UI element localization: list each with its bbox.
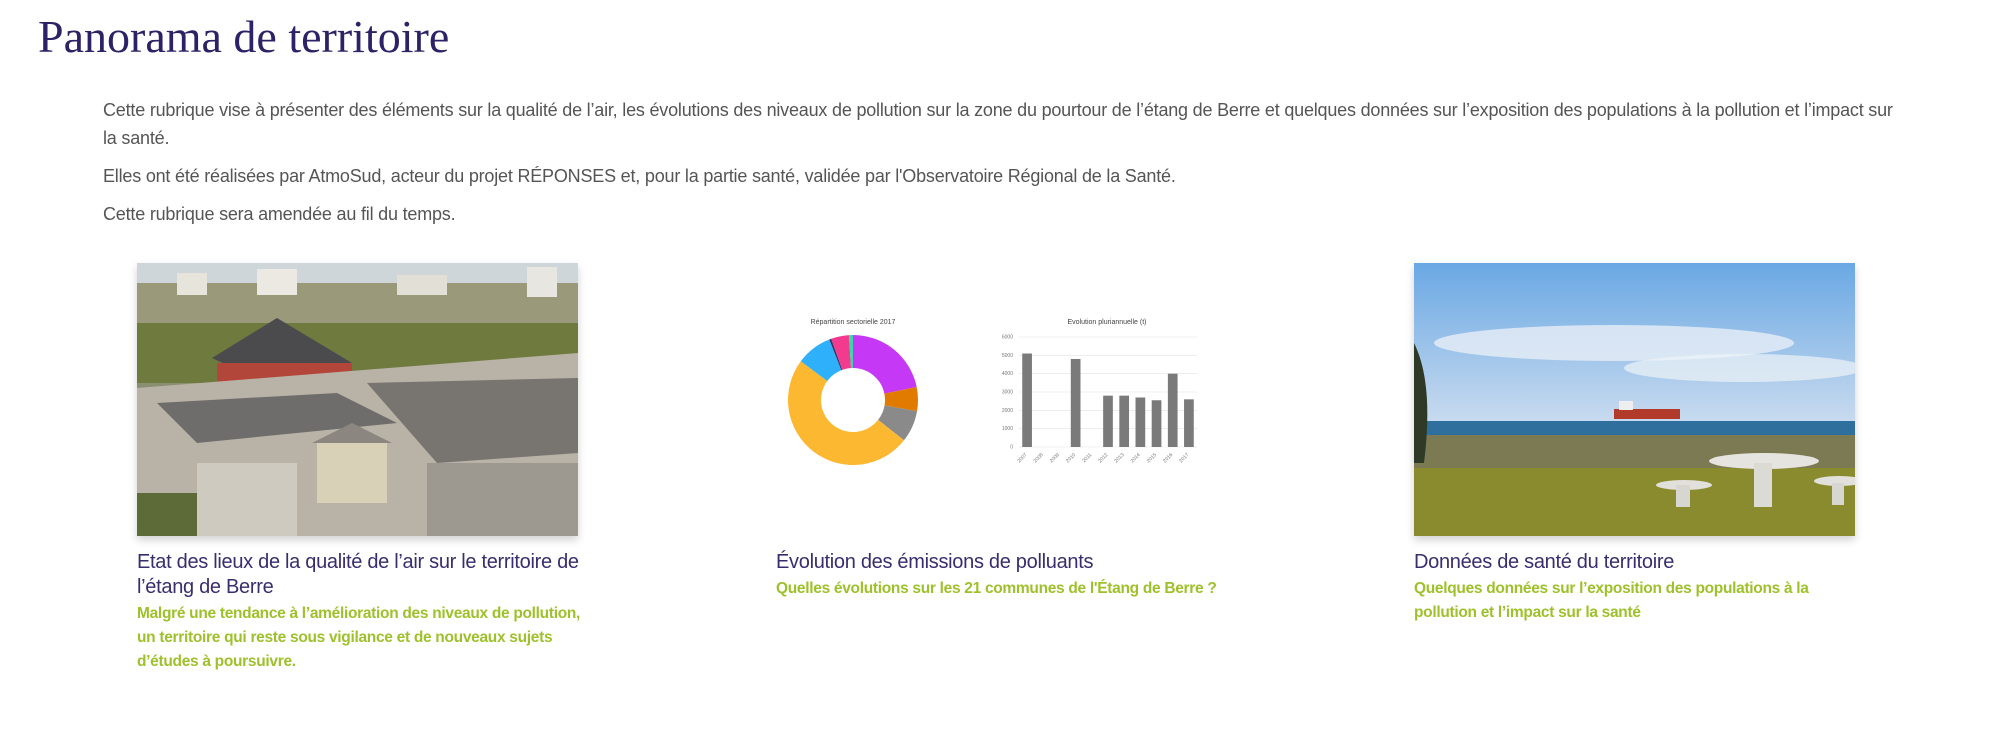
donut-slice	[831, 335, 852, 370]
card-title[interactable]: Données de santé du territoire	[1414, 551, 1675, 573]
card-health[interactable]: Données de santé du territoire Quelques …	[1414, 263, 1874, 625]
x-tick-label: 2011	[1081, 452, 1093, 464]
y-tick-label: 0	[1010, 445, 1013, 451]
bar	[1022, 353, 1032, 447]
bar	[1167, 373, 1178, 447]
card-title[interactable]: Évolution des émissions de polluants	[776, 551, 1094, 573]
donut-slice	[788, 361, 904, 465]
health-image-link[interactable]	[1414, 263, 1855, 536]
y-tick-label: 4000	[1002, 371, 1013, 377]
card-air-quality[interactable]: Etat des lieux de la qualité de l’air su…	[137, 263, 597, 674]
card-emissions[interactable]: Répartition sectorielle 2017 Evolution p…	[776, 263, 1236, 601]
seaside-tanker-photo	[1414, 263, 1855, 536]
y-tick-label: 3000	[1002, 390, 1013, 396]
card-subtitle: Quelles évolutions sur les 21 communes d…	[776, 580, 1217, 597]
intro-paragraph: Elles ont été réalisées par AtmoSud, act…	[103, 166, 1176, 186]
x-tick-label: 2016	[1162, 452, 1174, 464]
emissions-image-link[interactable]: Répartition sectorielle 2017 Evolution p…	[776, 263, 1217, 536]
intro-paragraph: Cette rubrique vise à présenter des élém…	[103, 100, 1893, 148]
air-quality-image-link[interactable]	[137, 263, 578, 536]
donut-slice	[829, 338, 843, 371]
intro-text: Cette rubrique vise à présenter des élém…	[103, 96, 1903, 238]
card-subtitle: Malgré une tendance à l’amélioration des…	[137, 605, 581, 670]
x-tick-label: 2008	[1033, 452, 1045, 464]
x-tick-label: 2009	[1049, 452, 1061, 464]
bar	[1103, 395, 1113, 447]
intro-paragraph: Cette rubrique sera amendée au fil du te…	[103, 204, 456, 224]
bar	[1151, 400, 1162, 447]
bar	[1184, 399, 1194, 447]
bar	[1135, 397, 1146, 447]
aerial-building-photo	[137, 263, 578, 536]
bar-chart: 0 1000 2000 3000 4000 5000 6000 2007 2008 2009 201…	[1002, 335, 1197, 464]
x-tick-label: 2015	[1146, 452, 1158, 464]
x-tick-label: 2012	[1097, 452, 1109, 464]
bar	[1119, 395, 1130, 447]
donut-slice	[878, 405, 918, 441]
donut-slice	[800, 339, 842, 381]
y-tick-label: 1000	[1002, 426, 1013, 432]
emissions-charts-thumbnail: Répartition sectorielle 2017 Evolution p…	[788, 319, 1197, 465]
y-tick-label: 2000	[1002, 408, 1013, 414]
x-tick-label: 2017	[1178, 452, 1190, 464]
card-title[interactable]: Etat des lieux de la qualité de l’air su…	[137, 551, 579, 598]
donut-chart	[788, 335, 918, 465]
donut-slice	[848, 335, 853, 369]
page-title: Panorama de territoire	[38, 11, 450, 62]
y-tick-label: 5000	[1002, 353, 1013, 359]
y-tick-label: 6000	[1002, 335, 1013, 341]
donut-title: Répartition sectorielle 2017	[811, 319, 896, 326]
x-tick-label: 2007	[1016, 452, 1028, 464]
bar-chart-title: Evolution pluriannuelle (t)	[1068, 319, 1147, 326]
donut-slice	[853, 335, 917, 394]
donut-slice	[884, 386, 918, 412]
bar	[1070, 359, 1081, 447]
x-tick-label: 2013	[1113, 452, 1125, 464]
card-subtitle: Quelques données sur l’exposition des po…	[1414, 580, 1809, 621]
x-tick-label: 2010	[1065, 452, 1077, 464]
x-tick-label: 2014	[1130, 452, 1142, 464]
